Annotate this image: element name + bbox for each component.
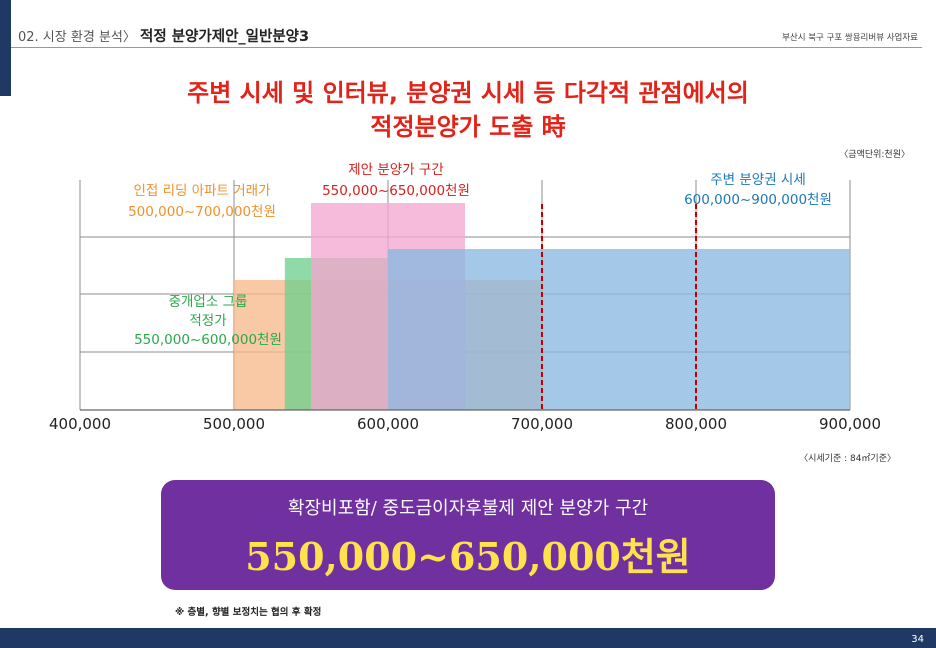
x-tick-label-6: 900,000 <box>819 415 881 433</box>
document-title: 부산시 북구 구포 쌍용리버뷰 사업자료 <box>782 33 918 43</box>
left-accent-bar <box>0 0 11 96</box>
page-number: 34 <box>911 634 924 645</box>
headline-line-2: 적정분양가 도출 時 <box>370 113 566 141</box>
footnote: ※ 층별, 향별 보정치는 협의 후 확정 <box>175 607 322 618</box>
x-tick-label-4: 700,000 <box>511 415 573 433</box>
x-tick-label-3: 600,000 <box>357 415 419 433</box>
label-proposed-price-1: 제안 분양가 구간 <box>348 162 444 178</box>
label-broker-estimate-2: 적정가 <box>189 313 226 329</box>
headline-line-1: 주변 시세 및 인터뷰, 분양권 시세 등 다각적 관점에서의 <box>187 79 749 107</box>
callout-subtitle: 확장비포함/ 중도금이자후불제 제안 분양가 구간 <box>287 498 649 519</box>
x-tick-label-5: 800,000 <box>665 415 727 433</box>
breadcrumb: 02. 시장 환경 분석〉 적정 분양가제안_일반분양3 <box>18 25 309 46</box>
callout-value: 550,000~650,000천원 <box>245 534 691 579</box>
label-presale-rights-1: 주변 분양권 시세 <box>710 172 806 188</box>
bar-presale-rights <box>388 249 850 410</box>
header-divider <box>11 47 922 48</box>
label-presale-rights-2: 600,000~900,000천원 <box>684 192 832 208</box>
basis-note: 〈시세기준 : 84㎡기준〉 <box>799 454 896 464</box>
label-neighbor-trade-1: 인접 리딩 아파트 거래가 <box>133 183 270 199</box>
x-tick-label-2: 500,000 <box>203 415 265 433</box>
headline: 주변 시세 및 인터뷰, 분양권 시세 등 다각적 관점에서의 적정분양가 도출… <box>0 76 936 144</box>
label-broker-estimate-1: 중개업소 그룹 <box>169 294 248 310</box>
proposed-price-callout: 확장비포함/ 중도금이자후불제 제안 분양가 구간 550,000~650,00… <box>161 480 775 590</box>
label-proposed-price-2: 550,000~650,000천원 <box>322 183 470 199</box>
section-label: 02. 시장 환경 분석〉 <box>18 30 136 45</box>
label-broker-estimate-3: 550,000~600,000천원 <box>134 332 282 348</box>
x-tick-label-1: 400,000 <box>49 415 111 433</box>
footer-bar: 34 <box>0 628 936 648</box>
label-neighbor-trade-2: 500,000~700,000천원 <box>128 204 276 220</box>
unit-note: 〈금액단위:천원〉 <box>839 150 910 160</box>
page-title: 적정 분양가제안_일반분양3 <box>139 29 310 45</box>
